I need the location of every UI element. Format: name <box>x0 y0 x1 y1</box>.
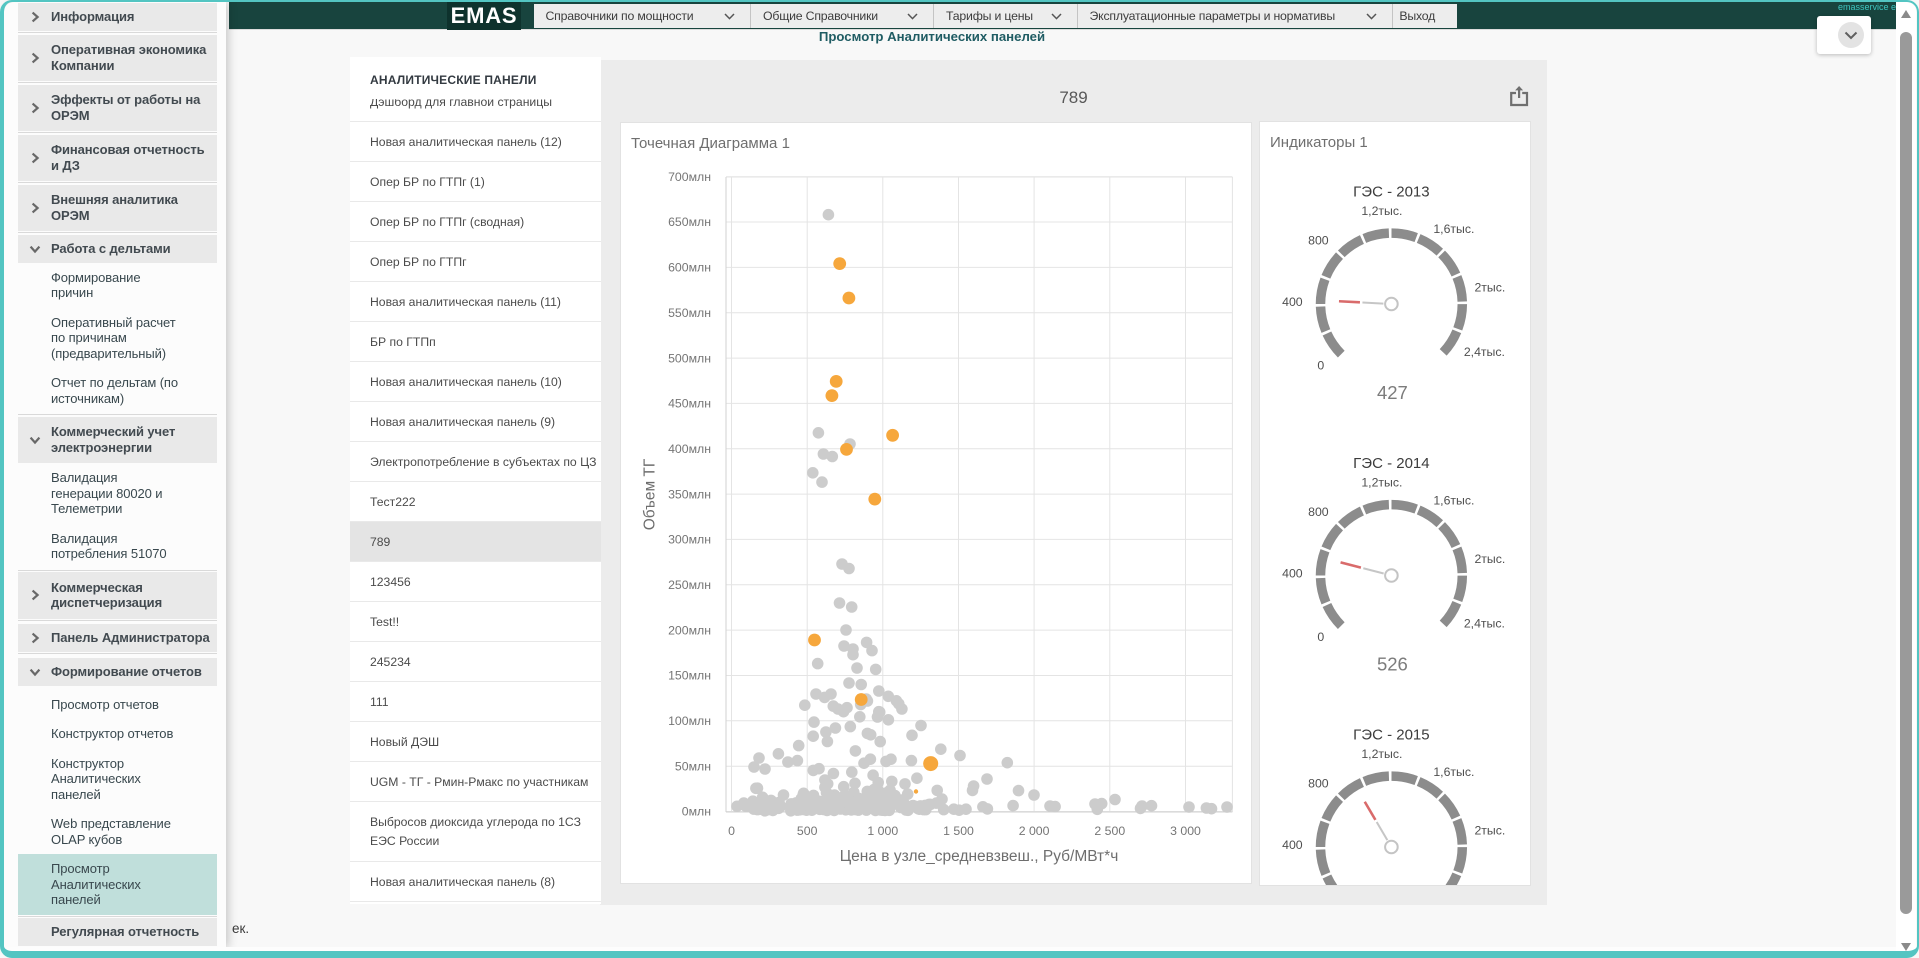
svg-text:400: 400 <box>1282 566 1303 580</box>
svg-text:1,2тыс.: 1,2тыс. <box>1361 204 1402 218</box>
svg-text:0: 0 <box>728 824 735 838</box>
svg-text:2тыс.: 2тыс. <box>1474 280 1505 294</box>
svg-text:2 000: 2 000 <box>1019 824 1050 838</box>
svg-text:550млн: 550млн <box>668 306 711 320</box>
svg-text:526: 526 <box>1377 654 1408 675</box>
svg-text:300млн: 300млн <box>668 533 711 547</box>
svg-text:1 000: 1 000 <box>867 824 898 838</box>
svg-text:400: 400 <box>1282 838 1303 852</box>
svg-text:1 500: 1 500 <box>943 824 974 838</box>
svg-text:1,6тыс.: 1,6тыс. <box>1433 222 1474 236</box>
svg-text:800: 800 <box>1308 776 1329 790</box>
svg-text:700млн: 700млн <box>668 170 711 184</box>
svg-text:150млн: 150млн <box>668 669 711 683</box>
svg-text:1,6тыс.: 1,6тыс. <box>1433 493 1474 507</box>
svg-text:0млн: 0млн <box>682 805 711 819</box>
svg-text:1,6тыс.: 1,6тыс. <box>1433 765 1474 779</box>
svg-text:1,2тыс.: 1,2тыс. <box>1361 747 1402 761</box>
svg-text:Объем ТГ: Объем ТГ <box>642 458 659 530</box>
svg-text:0: 0 <box>1317 359 1324 373</box>
svg-text:250млн: 250млн <box>668 578 711 592</box>
svg-text:1,2тыс.: 1,2тыс. <box>1361 475 1402 489</box>
svg-text:350млн: 350млн <box>668 487 711 501</box>
svg-text:800: 800 <box>1308 505 1329 519</box>
svg-text:2тыс.: 2тыс. <box>1474 823 1505 837</box>
svg-text:2тыс.: 2тыс. <box>1474 552 1505 566</box>
svg-text:Цена в узле_средневзвеш., Руб/: Цена в узле_средневзвеш., Руб/МВт*ч <box>840 848 1119 865</box>
svg-text:500: 500 <box>797 824 818 838</box>
svg-text:600млн: 600млн <box>668 261 711 275</box>
svg-text:50млн: 50млн <box>675 759 711 773</box>
svg-text:500млн: 500млн <box>668 351 711 365</box>
svg-text:100млн: 100млн <box>668 714 711 728</box>
svg-text:ГЭС - 2013: ГЭС - 2013 <box>1353 184 1429 201</box>
svg-text:427: 427 <box>1377 382 1408 403</box>
svg-text:400: 400 <box>1282 295 1303 309</box>
svg-text:ГЭС - 2015: ГЭС - 2015 <box>1353 727 1429 744</box>
svg-text:400млн: 400млн <box>668 442 711 456</box>
svg-text:3 000: 3 000 <box>1170 824 1201 838</box>
svg-text:2,4тыс.: 2,4тыс. <box>1464 616 1505 630</box>
svg-text:800: 800 <box>1308 233 1329 247</box>
svg-text:2,4тыс.: 2,4тыс. <box>1464 345 1505 359</box>
svg-text:200млн: 200млн <box>668 623 711 637</box>
svg-text:0: 0 <box>1317 630 1324 644</box>
svg-text:2 500: 2 500 <box>1094 824 1125 838</box>
svg-text:ГЭС - 2014: ГЭС - 2014 <box>1353 455 1429 472</box>
svg-text:650млн: 650млн <box>668 215 711 229</box>
svg-text:450млн: 450млн <box>668 397 711 411</box>
